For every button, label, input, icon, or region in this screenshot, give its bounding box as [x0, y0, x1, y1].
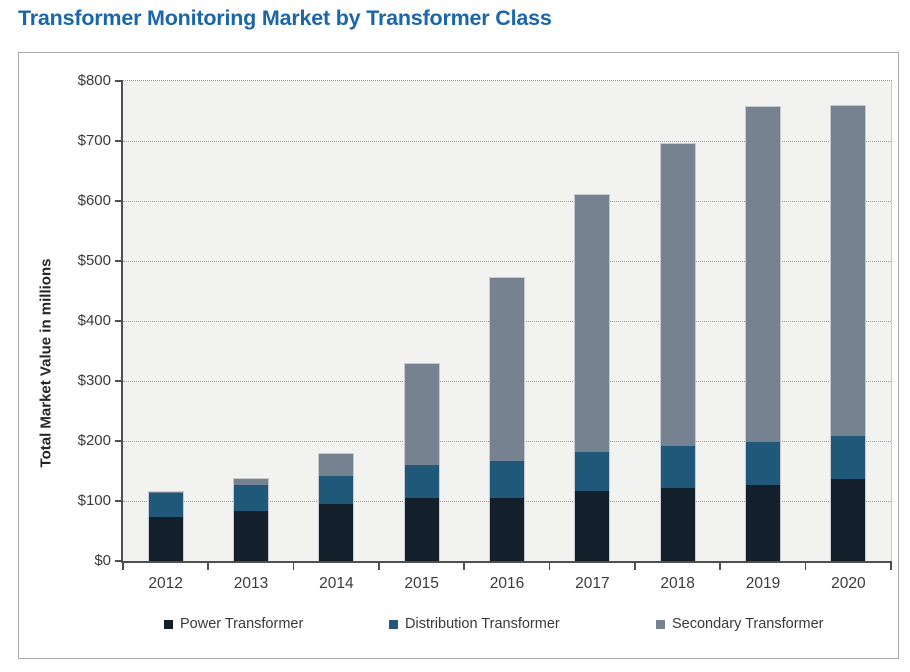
y-tick-label: $600 [77, 192, 111, 209]
gridline-600 [123, 201, 891, 202]
legend-label-power: Power Transformer [180, 616, 304, 632]
x-axis-tick [207, 561, 209, 570]
legend-item-distribution: Distribution Transformer [389, 616, 560, 632]
legend-item-secondary: Secondary Transformer [656, 616, 824, 632]
bar-segment-2020-power [831, 478, 866, 561]
legend-swatch-power [164, 619, 173, 629]
y-tick-label: $400 [77, 312, 111, 329]
bar-2014 [318, 453, 355, 561]
bar-segment-2016-secondary [490, 277, 524, 461]
bar-segment-2012-distribution [148, 493, 183, 518]
y-tick-label: $0 [94, 552, 111, 569]
x-axis-tick [463, 561, 465, 570]
legend: Power Transformer Distribution Transforme… [19, 616, 898, 646]
gridline-700 [123, 141, 891, 142]
y-tick-label: $700 [77, 132, 111, 149]
x-tick-label: 2017 [575, 575, 610, 592]
bar-segment-2016-power [490, 498, 524, 561]
bar-segment-2017-distribution [575, 451, 610, 492]
x-axis-tick [548, 561, 551, 570]
bar-segment-2013-distribution [234, 484, 268, 511]
x-tick-label: 2012 [148, 575, 183, 592]
x-axis-tick [378, 561, 380, 570]
page-title: Transformer Monitoring Market by Transfo… [18, 6, 552, 30]
x-tick-label: 2019 [745, 575, 781, 592]
x-tick-label: 2018 [660, 575, 695, 592]
x-axis-tick [634, 561, 636, 570]
y-tick-label: $100 [77, 492, 111, 509]
gridline-500 [123, 261, 891, 262]
x-axis-tick [890, 561, 892, 570]
x-tick-label: 2016 [489, 575, 525, 592]
y-axis-tick [115, 140, 123, 142]
y-axis-tick [115, 320, 123, 322]
bar-segment-2014-power [319, 503, 354, 561]
x-axis-tick [292, 561, 295, 570]
y-axis-tick [115, 440, 123, 442]
y-tick-label: $500 [77, 252, 111, 269]
bar-segment-2020-secondary [831, 106, 866, 436]
chart-container: Total Market Value in millions $0 $100 $20… [18, 52, 899, 659]
bar-segment-2013-secondary [234, 479, 268, 485]
legend-swatch-distribution [389, 619, 398, 629]
legend-swatch-secondary [656, 619, 665, 629]
bar-2015 [403, 363, 440, 561]
bar-2019 [745, 106, 781, 561]
bar-2012 [147, 491, 184, 561]
bar-segment-2016-distribution [490, 460, 524, 498]
bar-segment-2019-distribution [746, 442, 780, 486]
bar-segment-2012-secondary [148, 492, 183, 494]
bar-2013 [233, 478, 269, 561]
x-axis-tick [122, 561, 124, 570]
bar-segment-2015-power [404, 498, 439, 561]
legend-item-power: Power Transformer [164, 616, 303, 632]
x-tick-label: 2014 [319, 575, 354, 592]
x-tick-label: 2020 [831, 575, 866, 592]
y-axis-tick [115, 560, 123, 562]
plot-area: $0 $100 $200 $300 $400 $500 $600 $700 $800 2012 20… [78, 72, 892, 592]
x-axis-tick [719, 561, 721, 570]
bar-2016 [489, 276, 525, 561]
bar-2018 [659, 143, 696, 561]
bar-segment-2014-distribution [319, 476, 354, 504]
y-axis-tick [115, 260, 123, 262]
y-tick-label: $300 [77, 372, 111, 389]
legend-label-distribution: Distribution Transformer [405, 616, 560, 632]
y-axis-tick [115, 380, 123, 382]
bar-segment-2017-secondary [575, 195, 610, 452]
bar-2017 [574, 194, 611, 561]
bar-segment-2015-distribution [404, 465, 439, 498]
y-tick-label: $200 [77, 432, 111, 449]
bar-segment-2017-power [575, 491, 610, 561]
legend-label-secondary: Secondary Transformer [672, 616, 824, 632]
y-axis-tick [115, 200, 123, 202]
bar-segment-2019-power [746, 485, 780, 561]
x-tick-label: 2015 [404, 575, 439, 592]
x-axis-tick [804, 561, 807, 570]
bar-segment-2014-secondary [319, 454, 354, 477]
bar-segment-2015-secondary [404, 364, 439, 465]
bar-segment-2019-secondary [746, 107, 780, 443]
bar-segment-2018-secondary [660, 144, 695, 447]
bar-segment-2018-distribution [660, 446, 695, 489]
x-tick-label: 2013 [233, 575, 269, 592]
y-tick-label: $800 [77, 72, 111, 89]
y-axis-tick [115, 500, 123, 502]
bar-segment-2012-power [148, 517, 183, 561]
bar-segment-2018-power [660, 488, 695, 561]
bar-segment-2020-distribution [831, 435, 866, 479]
bar-2020 [830, 105, 867, 561]
y-axis-tick [115, 80, 123, 82]
bar-segment-2013-power [234, 510, 268, 561]
